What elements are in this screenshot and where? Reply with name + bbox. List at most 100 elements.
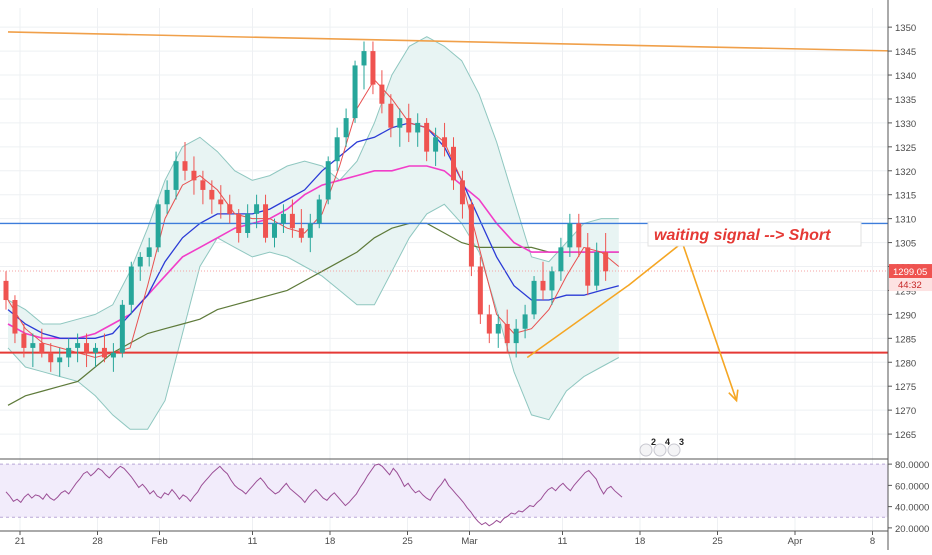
candle-body: [513, 328, 519, 344]
price-axis-label: 1330: [895, 119, 916, 130]
candle-body: [137, 256, 143, 267]
countdown-label: 44:32: [898, 280, 922, 291]
price-axis-label: 1320: [895, 167, 916, 178]
candle-body: [459, 180, 465, 205]
candle-body: [594, 252, 600, 286]
candle-body: [370, 51, 376, 85]
candle-body: [48, 352, 54, 363]
bollinger-lower-line: [7, 203, 620, 430]
candle-body: [504, 323, 510, 344]
bollinger-fill: [8, 36, 619, 430]
price-axis-label: 1335: [895, 95, 916, 106]
event-marker-icon: [639, 443, 653, 457]
price-axis-label: 1280: [895, 358, 916, 369]
candles: [3, 41, 609, 377]
event-marker-count: 2: [651, 437, 656, 447]
candle-body: [531, 280, 537, 315]
candle-body: [334, 137, 340, 162]
time-axis-label: 21: [15, 536, 26, 547]
candle-body: [442, 137, 448, 147]
candle-body: [182, 161, 188, 171]
ma-long-line: [7, 222, 619, 406]
candle-body: [585, 247, 591, 286]
rsi-axis-label: 20.0000: [895, 524, 929, 535]
candle-body: [307, 223, 313, 238]
time-axis-label: 25: [402, 536, 413, 547]
current-price-label: 1299.05: [893, 267, 927, 278]
candle-body: [522, 314, 528, 329]
candle-body: [209, 189, 215, 200]
candle-body: [93, 347, 98, 353]
uptrend-support-line: [526, 285, 629, 359]
candle-body: [379, 84, 385, 104]
time-axis-label: 28: [92, 536, 103, 547]
candle-body: [173, 161, 179, 190]
ma-slow-line: [7, 165, 619, 340]
candle-body: [540, 280, 546, 291]
price-axis-label: 1275: [895, 382, 916, 393]
time-axis-label: 18: [635, 536, 646, 547]
countdown-label-bg: [889, 278, 932, 292]
candle-body: [549, 271, 555, 291]
rsi-pane: [0, 463, 888, 527]
candle-body: [495, 323, 501, 334]
candle-body: [39, 343, 45, 353]
candle-body: [110, 352, 116, 358]
resistance-trendline: [7, 31, 900, 52]
time-axis-label: Apr: [788, 536, 803, 547]
candle-body: [272, 223, 277, 238]
event-marker-count: 4: [665, 437, 670, 447]
event-marker-icon: [653, 443, 667, 457]
candle-body: [30, 343, 36, 348]
candle-body: [191, 170, 197, 181]
candle-body: [227, 204, 233, 214]
candle-body: [576, 223, 582, 248]
candle-body: [75, 343, 81, 348]
candle-body: [361, 51, 367, 66]
candle-body: [486, 314, 492, 334]
price-axis-label: 1270: [895, 406, 916, 417]
candle-body: [128, 266, 134, 305]
rsi-band: [0, 464, 888, 518]
candle-body: [280, 213, 286, 224]
time-axis-label: 25: [712, 536, 723, 547]
current-price-label-bg: [889, 264, 932, 279]
ma-mid-line: [7, 122, 619, 339]
candle-body: [218, 199, 224, 205]
candle-body: [603, 252, 609, 272]
time-axis-label: 11: [558, 536, 568, 547]
time-axis-label: 11: [248, 536, 258, 547]
price-axis-label: 1340: [895, 71, 916, 82]
candle-body: [343, 118, 349, 138]
event-marker-icon: [667, 443, 681, 457]
candle-body: [388, 103, 394, 128]
time-axis-label: Feb: [151, 536, 167, 547]
candle-body: [325, 161, 331, 200]
candle-body: [12, 300, 18, 334]
candle-body: [477, 266, 483, 315]
candle-body: [406, 118, 412, 133]
drawings: waiting signal --> Short: [7, 31, 900, 403]
price-axis-label: 1345: [895, 47, 916, 58]
candle-body: [352, 65, 358, 119]
rsi-axis-label: 60.0000: [895, 481, 929, 492]
candle-body: [200, 180, 206, 190]
candle-body: [84, 343, 90, 353]
rsi-axis-label: 80.0000: [895, 460, 929, 471]
candle-body: [316, 199, 322, 224]
price-axis-label: 1310: [895, 215, 916, 226]
price-axis-label: 1315: [895, 191, 916, 202]
candle-body: [263, 204, 269, 238]
candle-body: [424, 122, 430, 152]
candle-body: [66, 347, 72, 358]
candle-body: [451, 146, 456, 181]
candle-body: [155, 204, 161, 248]
candle-body: [3, 280, 9, 301]
time-axis-label: 8: [870, 536, 875, 547]
price-axis-label: 1295: [895, 286, 916, 297]
forecast-arrowhead: [728, 389, 739, 403]
time-axis-label: 18: [325, 536, 336, 547]
